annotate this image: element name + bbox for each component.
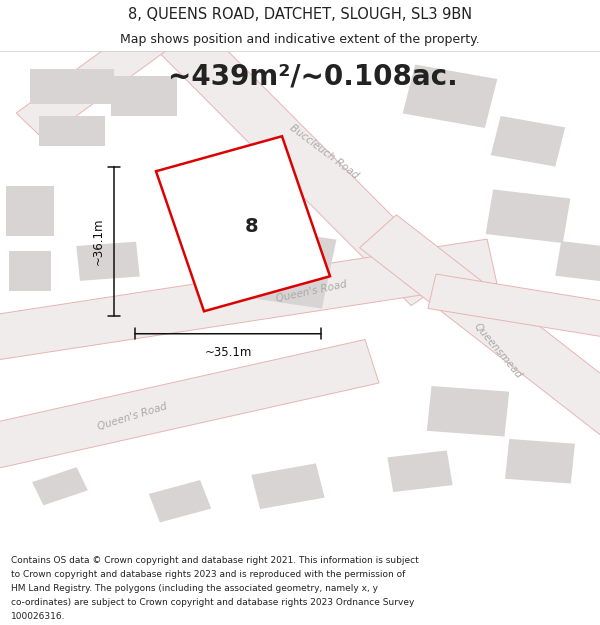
Text: ~439m²/~0.108ac.: ~439m²/~0.108ac. [168,62,458,90]
Text: Queen's Road: Queen's Road [275,279,349,304]
Polygon shape [0,239,497,363]
Polygon shape [149,480,211,522]
Text: ~36.1m: ~36.1m [92,217,105,265]
Polygon shape [428,274,600,343]
Polygon shape [388,451,452,492]
Text: Queen's Road: Queen's Road [96,401,168,432]
Text: HM Land Registry. The polygons (including the associated geometry, namely x, y: HM Land Registry. The polygons (includin… [11,584,378,594]
Polygon shape [359,215,600,458]
Text: 8, QUEENS ROAD, DATCHET, SLOUGH, SL3 9BN: 8, QUEENS ROAD, DATCHET, SLOUGH, SL3 9BN [128,7,472,22]
Polygon shape [147,12,453,306]
Text: 8: 8 [245,217,259,236]
Polygon shape [16,13,182,139]
Polygon shape [556,241,600,281]
Polygon shape [215,224,337,309]
Polygon shape [491,116,565,166]
Text: co-ordinates) are subject to Crown copyright and database rights 2023 Ordnance S: co-ordinates) are subject to Crown copyr… [11,599,414,608]
Polygon shape [427,386,509,436]
Polygon shape [9,251,51,291]
Polygon shape [485,189,571,243]
Text: ~35.1m: ~35.1m [205,346,251,359]
Polygon shape [156,136,330,311]
Text: Buccleuch Road: Buccleuch Road [287,122,361,181]
Polygon shape [32,467,88,506]
Polygon shape [6,186,54,236]
Polygon shape [0,339,379,473]
Text: Contains OS data © Crown copyright and database right 2021. This information is : Contains OS data © Crown copyright and d… [11,556,419,566]
Polygon shape [76,242,140,281]
Text: Queensmead: Queensmead [472,322,524,381]
Polygon shape [403,64,497,128]
Polygon shape [111,76,177,116]
Polygon shape [505,439,575,484]
Text: to Crown copyright and database rights 2023 and is reproduced with the permissio: to Crown copyright and database rights 2… [11,571,405,579]
Text: Map shows position and indicative extent of the property.: Map shows position and indicative extent… [120,34,480,46]
Polygon shape [30,69,114,104]
Polygon shape [251,463,325,509]
Polygon shape [39,116,105,146]
Text: 100026316.: 100026316. [11,612,65,621]
